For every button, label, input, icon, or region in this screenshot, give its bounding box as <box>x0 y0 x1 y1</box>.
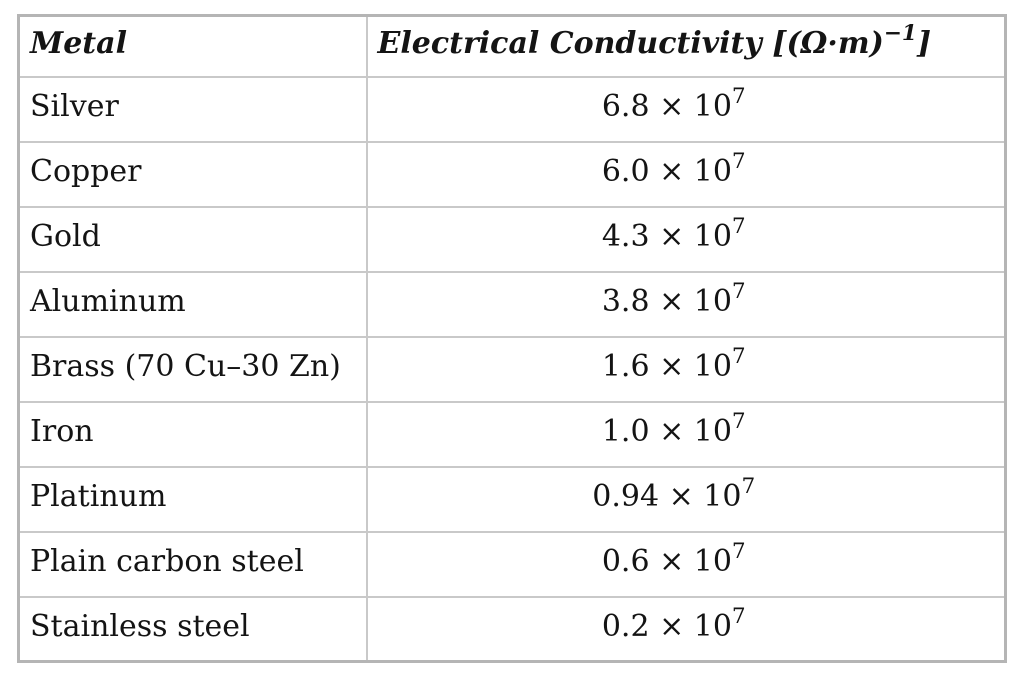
table-row-plain-carbon-steel: Plain carbon steel 0.6 × 107 <box>17 530 1007 598</box>
conductivity-exponent: 7 <box>731 603 746 629</box>
conductivity-table: Metal Electrical Conductivity [(Ω·m)−1] … <box>17 14 1007 663</box>
conductivity-value: 1.0 × 10 <box>601 414 732 449</box>
conductivity-value-cell: 4.3 × 107 <box>365 205 1007 273</box>
conductivity-value: 3.8 × 10 <box>601 284 732 319</box>
conductivity-exponent: 7 <box>731 343 746 369</box>
conductivity-value: 4.3 × 10 <box>601 219 732 254</box>
conductivity-exponent: 7 <box>731 538 746 564</box>
metal-name-cell: Iron <box>17 400 368 468</box>
table-row-aluminum: Aluminum 3.8 × 107 <box>17 270 1007 338</box>
table-row-silver: Silver 6.8 × 107 <box>17 75 1007 143</box>
metal-name-cell: Aluminum <box>17 270 368 338</box>
conductivity-header-prefix: Electrical Conductivity [(Ω·m) <box>377 26 884 62</box>
table-row-iron: Iron 1.0 × 107 <box>17 400 1007 468</box>
conductivity-header-exponent: −1 <box>883 21 917 47</box>
conductivity-value-cell: 0.94 × 107 <box>365 465 1007 533</box>
conductivity-value: 6.8 × 10 <box>601 89 732 124</box>
table-row-stainless-steel: Stainless steel 0.2 × 107 <box>17 595 1007 663</box>
metal-name-cell: Silver <box>17 75 368 143</box>
conductivity-exponent: 7 <box>731 213 746 239</box>
metal-name-cell: Gold <box>17 205 368 273</box>
table-row-copper: Copper 6.0 × 107 <box>17 140 1007 208</box>
conductivity-value-cell: 0.2 × 107 <box>365 595 1007 663</box>
conductivity-value-cell: 0.6 × 107 <box>365 530 1007 598</box>
conductivity-value-cell: 6.8 × 107 <box>365 75 1007 143</box>
metal-name-cell: Brass (70 Cu–30 Zn) <box>17 335 368 403</box>
conductivity-exponent: 7 <box>731 83 746 109</box>
table-row-brass: Brass (70 Cu–30 Zn) 1.6 × 107 <box>17 335 1007 403</box>
conductivity-exponent: 7 <box>741 473 756 499</box>
header-row: Metal Electrical Conductivity [(Ω·m)−1] <box>17 14 1007 78</box>
conductivity-value: 0.94 × 10 <box>592 479 742 514</box>
conductivity-value: 6.0 × 10 <box>601 154 732 189</box>
conductivity-value-cell: 1.6 × 107 <box>365 335 1007 403</box>
conductivity-value: 1.6 × 10 <box>601 349 732 384</box>
conductivity-exponent: 7 <box>731 148 746 174</box>
metal-name-cell: Copper <box>17 140 368 208</box>
metal-name-cell: Stainless steel <box>17 595 368 663</box>
conductivity-value-cell: 1.0 × 107 <box>365 400 1007 468</box>
column-header-metal: Metal <box>17 14 368 78</box>
conductivity-value: 0.6 × 10 <box>601 544 732 579</box>
conductivity-value: 0.2 × 10 <box>601 608 732 644</box>
conductivity-exponent: 7 <box>731 278 746 304</box>
conductivity-header-suffix: ] <box>916 26 932 62</box>
metal-name-cell: Plain carbon steel <box>17 530 368 598</box>
conductivity-value-cell: 6.0 × 107 <box>365 140 1007 208</box>
table-row-gold: Gold 4.3 × 107 <box>17 205 1007 273</box>
table-row-platinum: Platinum 0.94 × 107 <box>17 465 1007 533</box>
metal-name-cell: Platinum <box>17 465 368 533</box>
column-header-conductivity: Electrical Conductivity [(Ω·m)−1] <box>365 14 1007 78</box>
conductivity-exponent: 7 <box>731 408 746 434</box>
conductivity-value-cell: 3.8 × 107 <box>365 270 1007 338</box>
